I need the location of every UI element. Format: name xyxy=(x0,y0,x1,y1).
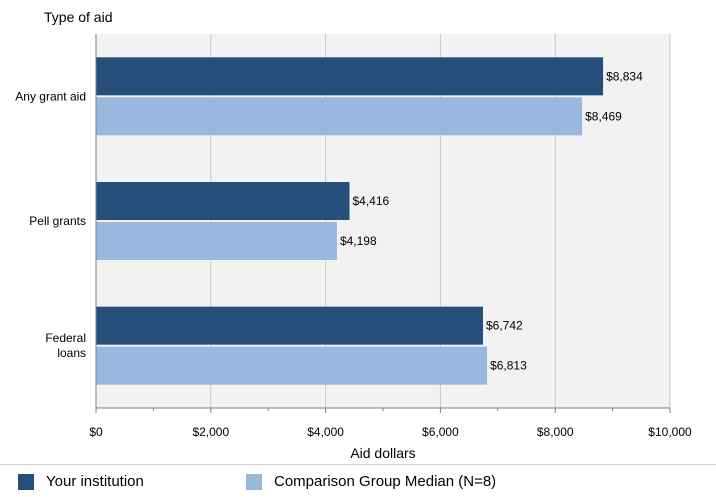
legend-item-your-institution: Your institution xyxy=(18,473,144,490)
legend: Your institution Comparison Group Median… xyxy=(0,464,716,497)
bar-chart: $8,834$8,469$4,416$4,198$6,742$6,813 $0 $… xyxy=(15,9,692,461)
bar-value-label: $6,742 xyxy=(486,319,523,333)
legend-swatch-your-institution xyxy=(18,473,34,490)
bar-value-label: $4,198 xyxy=(340,234,377,248)
category-label: Pell grants xyxy=(29,214,86,228)
plot-area xyxy=(96,34,670,408)
x-axis-title: Aid dollars xyxy=(350,445,415,461)
bar-value-label: $6,813 xyxy=(490,359,527,373)
x-tick-label: $6,000 xyxy=(422,425,459,439)
x-tick-label: $0 xyxy=(89,425,103,439)
bar-your-institution xyxy=(96,57,604,96)
legend-swatch-comparison-group xyxy=(246,473,262,490)
x-tick-label: $2,000 xyxy=(192,425,229,439)
category-label: Federal loans xyxy=(45,331,86,360)
bar-your-institution xyxy=(96,182,350,220)
bar-value-label: $8,834 xyxy=(606,69,643,83)
bar-value-label: $8,469 xyxy=(585,109,622,123)
x-tick-label: $8,000 xyxy=(537,425,574,439)
y-axis-title: Type of aid xyxy=(44,9,113,25)
bar-comparison-group xyxy=(96,97,583,136)
grid-lines xyxy=(210,34,671,408)
bar-your-institution xyxy=(96,306,483,345)
legend-item-comparison-group: Comparison Group Median (N=8) xyxy=(246,473,496,490)
bars: $8,834 $8,469 $4,416 $4,198 $6,742 $6,813 xyxy=(96,57,643,385)
bar-comparison-group xyxy=(96,346,488,385)
legend-label-comparison-group: Comparison Group Median (N=8) xyxy=(274,473,497,490)
category-label: Any grant aid xyxy=(15,89,86,103)
bar-comparison-group xyxy=(96,222,337,260)
legend-label-your-institution: Your institution xyxy=(46,473,144,490)
bar-value-label: $4,416 xyxy=(352,194,389,208)
x-tick-label: $10,000 xyxy=(648,425,692,439)
axes: $0 $2,000 $4,000 $6,000 $8,000 $10,000 Any gra… xyxy=(15,34,692,439)
x-tick-label: $4,000 xyxy=(307,425,344,439)
